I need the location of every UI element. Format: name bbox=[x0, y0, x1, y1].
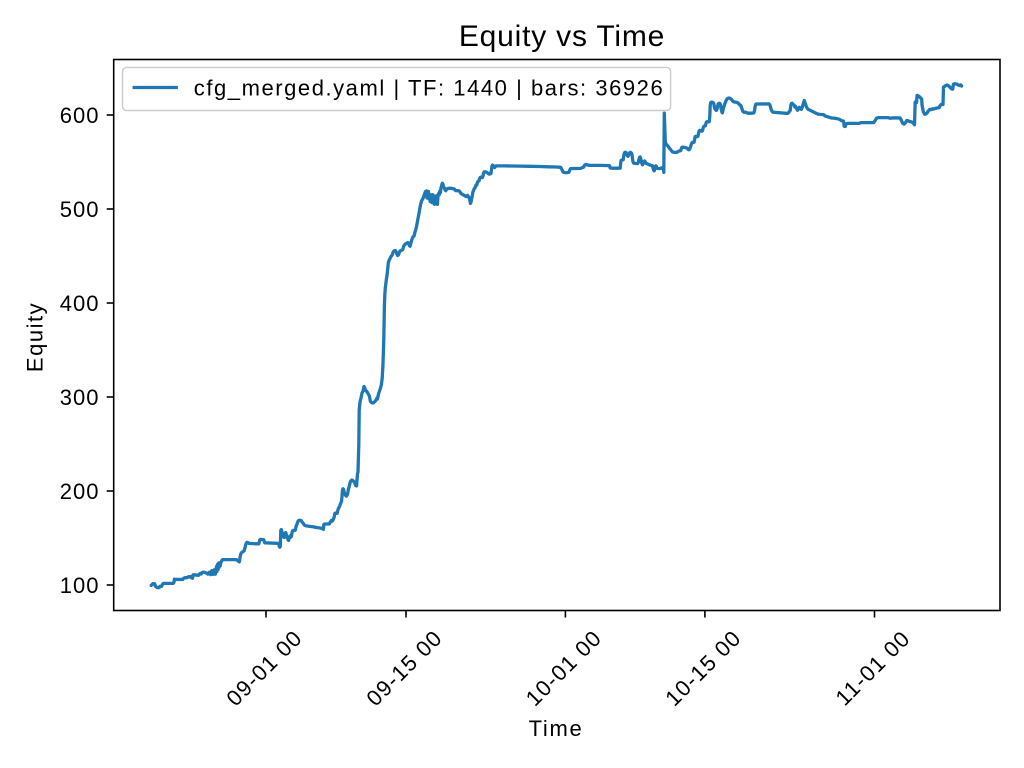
svg-text:cfg_merged.yaml | TF: 1440 | b: cfg_merged.yaml | TF: 1440 | bars: 36926 bbox=[194, 76, 664, 101]
svg-text:300: 300 bbox=[60, 385, 100, 410]
svg-text:500: 500 bbox=[60, 197, 100, 222]
svg-text:100: 100 bbox=[60, 573, 100, 598]
svg-text:400: 400 bbox=[60, 291, 100, 316]
svg-text:Time: Time bbox=[529, 716, 584, 741]
svg-text:600: 600 bbox=[60, 103, 100, 128]
svg-text:Equity vs Time: Equity vs Time bbox=[459, 20, 665, 53]
svg-text:Equity: Equity bbox=[23, 302, 48, 372]
svg-text:200: 200 bbox=[60, 479, 100, 504]
